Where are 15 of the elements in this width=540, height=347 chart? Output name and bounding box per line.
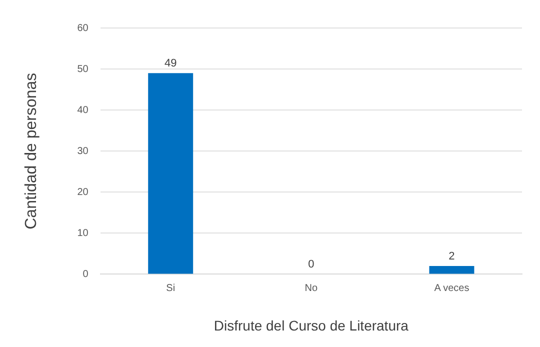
y-tick-label: 0 <box>82 268 89 280</box>
y-tick-label: 30 <box>77 146 89 157</box>
y-axis-title: Cantidad de personas <box>23 72 40 230</box>
data-label: 49 <box>164 58 177 70</box>
x-tick-label: A veces <box>434 282 470 294</box>
y-tick-label: 60 <box>77 22 89 34</box>
x-axis-title: Disfrute del Curso de Literatura <box>214 317 409 334</box>
y-tick-label: 40 <box>77 104 89 116</box>
data-label: 0 <box>308 258 314 271</box>
x-tick-label: Si <box>166 282 176 294</box>
y-tick-label: 50 <box>77 64 89 75</box>
x-tick-label: No <box>304 282 318 294</box>
y-tick-label: 10 <box>77 228 89 239</box>
data-label: 2 <box>448 250 455 263</box>
y-tick-label: 20 <box>77 186 89 198</box>
